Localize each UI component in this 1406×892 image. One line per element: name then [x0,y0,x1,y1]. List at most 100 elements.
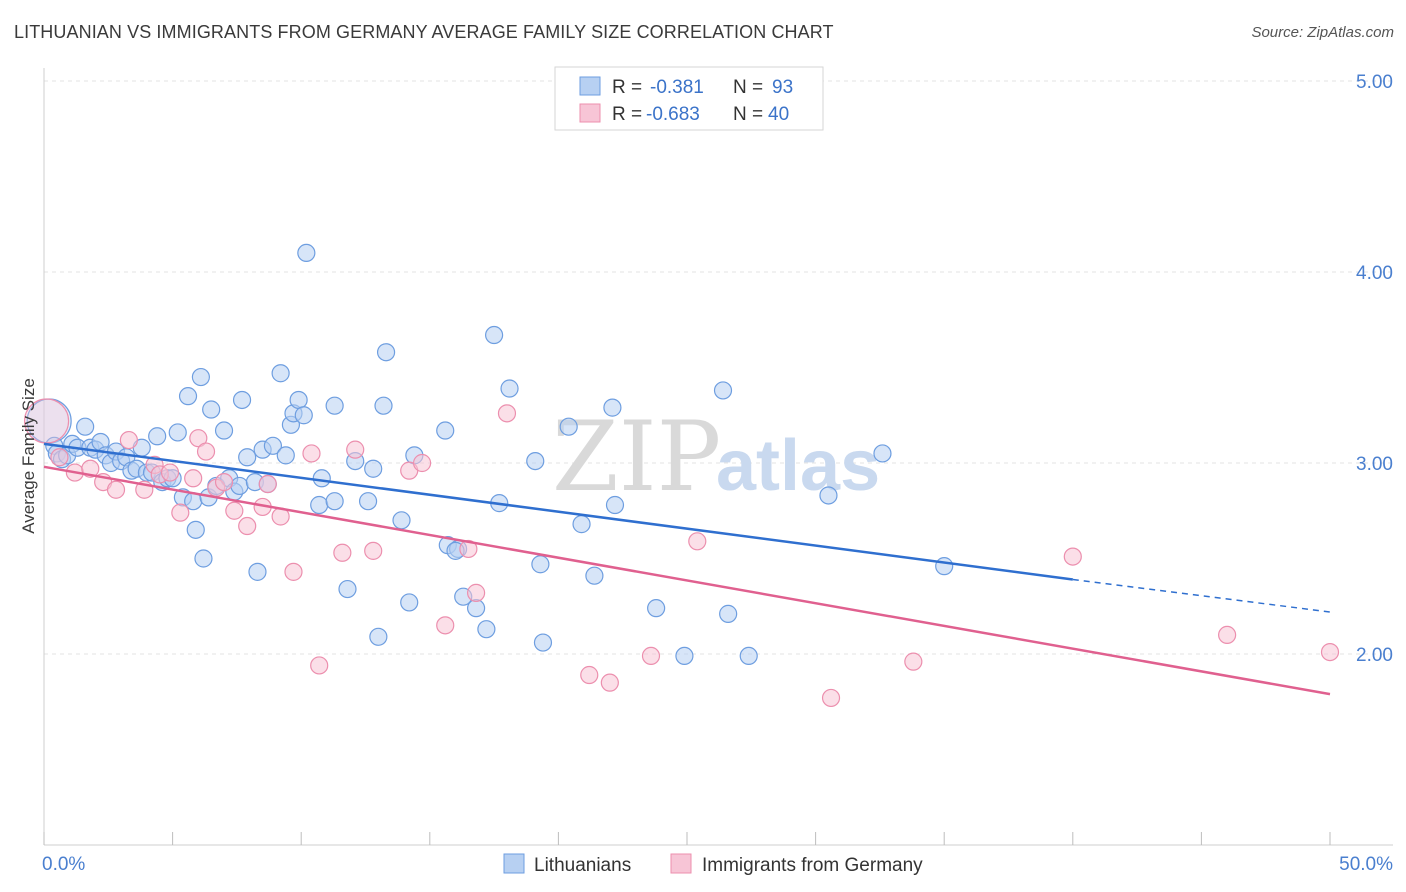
data-point [338,579,357,599]
data-point [641,646,661,666]
germany-points [23,398,1340,708]
y-tick-label: 3.00 [1356,454,1393,475]
x-tick-min: 0.0% [42,854,85,875]
series-swatch-lithuanians [503,853,525,874]
data-point [178,387,198,406]
series-legend: Lithuanians Immigrants from Germany [503,853,923,876]
data-point [374,396,393,415]
x-tick-max: 50.0% [1339,854,1393,875]
chart-title: LITHUANIAN VS IMMIGRANTS FROM GERMANY AV… [14,22,834,42]
series-swatch-germany [670,853,692,874]
data-point [412,453,432,473]
y-tick-label: 4.00 [1356,263,1393,284]
data-point [106,480,126,499]
data-point [289,390,308,410]
data-point [477,620,496,639]
data-point [1320,642,1340,662]
data-point [688,532,707,551]
y-tick-labels: 2.00 3.00 4.00 5.00 [1356,72,1393,666]
data-point [76,417,95,436]
data-point [400,593,419,612]
data-point [533,633,553,652]
data-point [186,520,205,539]
data-point [600,673,619,692]
legend-r-label: R = [612,77,642,98]
data-point [119,430,138,450]
watermark-atlas: atlas [716,426,880,506]
data-point [369,627,388,646]
data-point [580,665,599,685]
lithuanians-points [26,243,954,666]
data-point [276,446,295,465]
data-point [500,379,519,398]
data-point [191,367,210,387]
data-point [559,417,578,436]
data-point [497,404,517,423]
data-point [364,459,383,478]
data-point [358,492,378,511]
data-point [572,515,591,534]
trend-line-lithuanians-extension [1072,578,1331,613]
data-point [436,421,455,440]
data-point [258,474,277,494]
data-point [364,541,383,560]
data-point [171,503,190,522]
data-point [189,429,208,448]
data-point [160,463,180,482]
data-point [485,325,504,345]
data-point [238,516,257,536]
trend-line-lithuanians [43,442,1073,581]
data-point [81,459,100,478]
legend-swatch-blue [579,76,601,96]
data-point [202,400,221,419]
data-point [821,688,841,708]
data-point [376,343,396,362]
data-point [935,557,954,576]
data-point [526,451,545,471]
data-point [50,448,69,467]
data-point [271,364,290,383]
data-point [168,423,187,442]
data-point [294,406,313,425]
legend-r-value: -0.683 [646,104,700,125]
data-point [232,390,252,410]
data-point [819,486,838,505]
source-credit: Source: ZipAtlas.com [1251,24,1394,41]
y-tick-label: 2.00 [1356,645,1393,666]
axes [43,68,1393,846]
data-point [297,243,316,262]
data-point [675,646,694,666]
grid-lines [44,80,1393,655]
legend-swatch-pink [579,103,601,123]
data-point [647,599,666,618]
data-point [904,652,923,671]
legend-n-value: 40 [768,104,789,125]
legend-r-value: -0.381 [650,77,704,98]
data-point [333,543,352,562]
data-point [719,604,738,623]
data-point [603,398,622,417]
data-point [346,440,365,459]
data-point [713,381,733,400]
y-tick-label: 5.00 [1356,72,1393,93]
series-label-lithuanians: Lithuanians [534,855,631,876]
data-point [531,555,550,574]
legend-r-label: R = [612,104,642,125]
data-point [436,616,455,635]
data-point [1218,625,1237,645]
data-point [284,562,303,581]
data-point [585,566,604,585]
data-point [184,469,203,488]
data-point [459,539,478,559]
data-point [466,599,486,618]
data-point [302,444,321,463]
data-point [605,495,625,515]
data-point [225,501,244,520]
legend-n-label: N = [733,77,763,98]
data-point [148,427,167,446]
legend-n-value: 93 [772,77,793,98]
data-point [466,583,486,602]
data-point [739,646,758,666]
data-point [214,421,234,440]
